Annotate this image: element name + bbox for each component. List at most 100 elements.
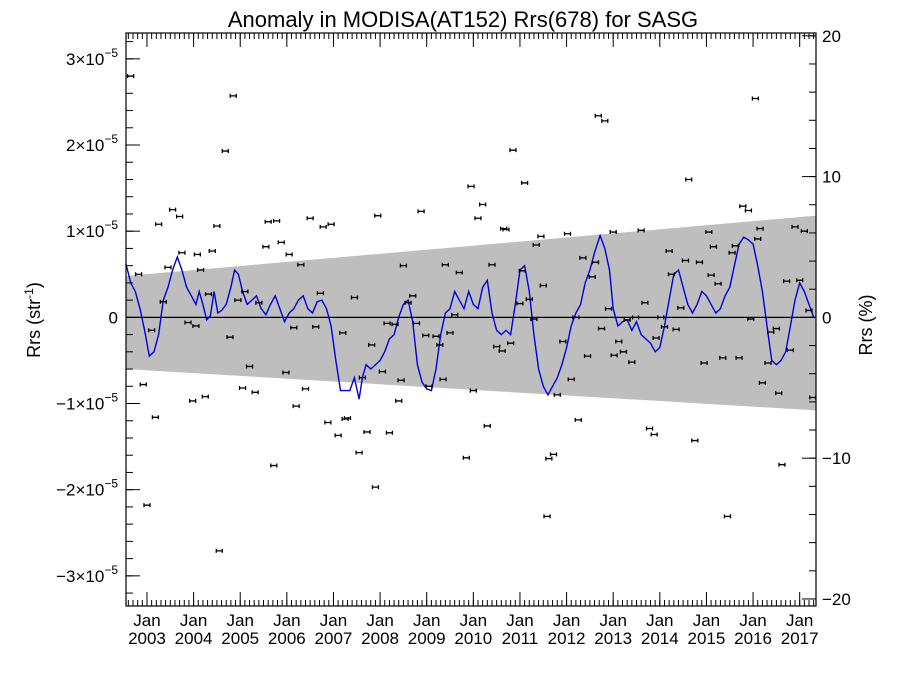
y-axis-left-title-main: Rrs (str <box>24 299 44 358</box>
data-point <box>213 224 221 229</box>
data-point <box>378 369 387 374</box>
data-point <box>241 289 249 294</box>
data-point <box>754 236 762 241</box>
data-point <box>201 394 209 399</box>
data-point <box>758 380 767 385</box>
data-point <box>192 323 200 328</box>
data-point <box>469 388 477 393</box>
data-point <box>545 456 553 461</box>
x-tick-label-month: Jan <box>273 611 300 630</box>
data-point <box>229 93 237 98</box>
data-point <box>339 330 347 335</box>
data-point <box>553 392 561 397</box>
data-point <box>290 325 298 330</box>
data-point <box>588 274 596 279</box>
data-point <box>509 148 517 153</box>
data-point <box>723 514 732 519</box>
data-point <box>441 262 450 267</box>
data-point <box>583 354 592 359</box>
data-point <box>285 252 293 257</box>
x-tick-label-year: 2011 <box>502 629 539 648</box>
data-point <box>610 353 618 358</box>
data-point <box>251 390 259 395</box>
x-tick-label-year: 2004 <box>175 629 213 648</box>
y-right-tick-label: 20 <box>822 27 841 46</box>
data-point <box>184 320 192 325</box>
data-point <box>594 113 602 118</box>
data-point <box>628 360 636 365</box>
data-point <box>196 267 205 272</box>
data-point <box>652 336 660 341</box>
data-point <box>700 361 708 366</box>
data-point <box>492 344 501 349</box>
data-point <box>383 321 391 326</box>
data-point <box>270 463 278 468</box>
data-point <box>681 258 690 263</box>
data-point <box>805 308 813 313</box>
data-point <box>374 213 382 218</box>
axes: 3×10−5 2×10−5 1×10−5 0 −1×10−5 −2×10−5 −3×10−5… <box>56 27 851 648</box>
data-point <box>391 322 399 327</box>
data-point <box>234 298 242 303</box>
data-point <box>306 216 314 221</box>
data-point <box>467 184 475 189</box>
data-point <box>175 214 184 219</box>
data-point <box>615 339 623 344</box>
data-point <box>609 230 617 235</box>
x-tick-label-month: Jan <box>133 611 160 630</box>
data-point <box>719 355 727 360</box>
data-point <box>159 299 167 304</box>
data-point <box>714 281 722 286</box>
x-tick-label-month: Jan <box>460 611 487 630</box>
data-point <box>660 324 669 329</box>
data-point <box>772 326 781 331</box>
x-tick-label-month: Jan <box>413 611 440 630</box>
series-points <box>127 74 817 553</box>
data-point <box>597 326 606 331</box>
y-axis-left-title-close: ) <box>24 282 44 288</box>
data-point <box>301 386 310 391</box>
y-axis-left-title-superscript: -1 <box>22 288 36 299</box>
data-point <box>631 315 640 320</box>
data-point <box>151 415 160 420</box>
data-point <box>455 270 463 275</box>
data-point <box>436 342 444 347</box>
x-tick-label-year: 2006 <box>268 629 306 648</box>
data-point <box>422 333 430 338</box>
data-point <box>319 224 327 229</box>
data-point <box>637 228 645 233</box>
y-left-tick-label: −1×10−5 <box>56 391 118 414</box>
data-point <box>728 250 736 255</box>
y-left-tick-label: 1×10−5 <box>66 218 118 241</box>
x-tick-label-year: 2015 <box>688 629 726 648</box>
data-point <box>543 514 551 519</box>
x-tick-label-month: Jan <box>366 611 393 630</box>
data-point <box>574 417 582 422</box>
x-tick-label-month: Jan <box>506 611 533 630</box>
data-point <box>208 248 216 253</box>
data-point <box>498 348 506 353</box>
data-point <box>226 335 234 340</box>
plot-frame <box>125 32 817 607</box>
data-point <box>462 455 470 460</box>
data-point <box>665 248 673 253</box>
data-point <box>650 432 658 437</box>
data-point <box>530 317 538 322</box>
data-point <box>417 209 425 214</box>
data-point <box>282 370 290 375</box>
plot-area <box>125 74 817 553</box>
y-right-tick-label: −20 <box>822 590 851 609</box>
data-point <box>397 378 405 383</box>
data-point <box>705 230 713 235</box>
y-left-tick-label: 0 <box>109 308 118 327</box>
data-point <box>657 315 665 320</box>
y-right-tick-label: −10 <box>822 449 851 468</box>
data-point <box>537 234 545 239</box>
data-point <box>350 295 359 300</box>
x-tick-label-year: 2007 <box>315 629 353 648</box>
data-point <box>695 260 704 265</box>
x-tick-label-month: Jan <box>693 611 720 630</box>
data-point <box>358 375 367 380</box>
data-point <box>168 207 177 212</box>
data-point <box>312 324 320 329</box>
